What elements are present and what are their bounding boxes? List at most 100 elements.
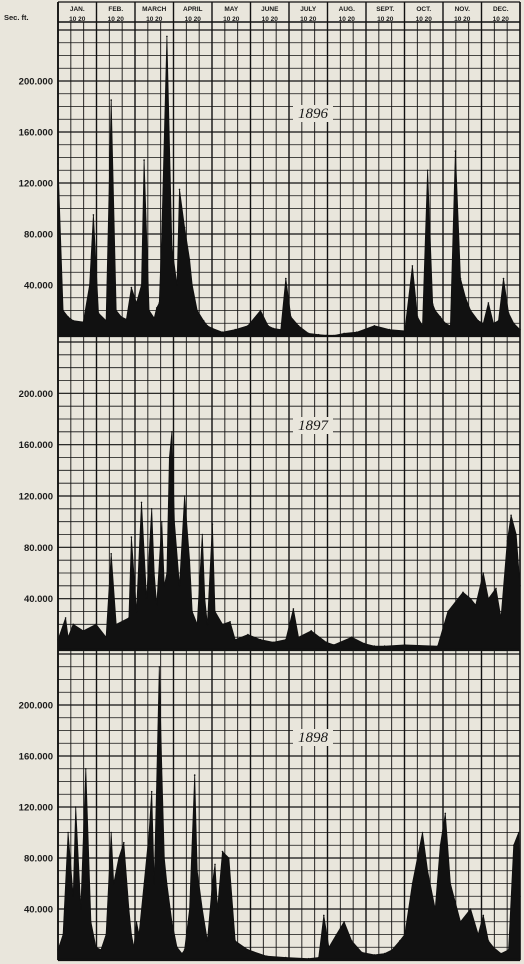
discharge-point-1898 (181, 952, 183, 955)
discharge-point-1896 (206, 325, 209, 327)
discharge-point-1896 (153, 317, 155, 319)
discharge-point-1898 (193, 774, 196, 776)
discharge-point-1898 (135, 921, 138, 923)
discharge-point-1897 (166, 572, 168, 574)
discharge-point-1896 (234, 328, 236, 331)
month-label-1: FEB. (108, 6, 123, 13)
discharge-point-1897 (150, 508, 153, 510)
discharge-point-1898 (128, 908, 130, 910)
discharge-point-1898 (133, 946, 135, 949)
discharge-point-1897 (333, 644, 335, 646)
discharge-point-1897 (110, 553, 112, 555)
discharge-point-1896 (171, 246, 173, 248)
discharge-point-1898 (201, 908, 204, 910)
discharge-point-1897 (64, 617, 67, 619)
discharge-point-1898 (85, 768, 87, 770)
month-day-ticks-9: 10 20 (416, 16, 433, 23)
discharge-point-1896 (105, 319, 107, 322)
discharge-point-1897 (487, 597, 490, 600)
y-tick-label-1897: 160.000 (19, 440, 53, 451)
discharge-point-1897 (462, 591, 464, 594)
discharge-point-1896 (221, 331, 224, 334)
discharge-point-1896 (343, 332, 345, 335)
discharge-point-1897 (221, 623, 224, 626)
discharge-point-1898 (444, 812, 447, 815)
discharge-point-1898 (166, 882, 168, 885)
discharge-point-1898 (74, 806, 77, 808)
discharge-point-1896 (110, 99, 112, 101)
discharge-point-1898 (62, 933, 64, 936)
discharge-point-1896 (477, 319, 480, 322)
discharge-point-1898 (343, 921, 345, 923)
discharge-point-1898 (517, 831, 520, 834)
discharge-point-1897 (259, 638, 262, 641)
y-tick-label-1897: 120.000 (19, 492, 53, 503)
discharge-point-1898 (285, 956, 287, 959)
discharge-point-1896 (454, 150, 457, 152)
discharge-point-1898 (80, 908, 82, 910)
discharge-point-1896 (492, 322, 495, 325)
discharge-point-1896 (497, 319, 500, 322)
discharge-point-1898 (161, 768, 163, 770)
discharge-point-1898 (221, 850, 224, 853)
month-label-5: JUNE (261, 6, 279, 13)
discharge-point-1898 (214, 863, 216, 866)
discharge-point-1897 (105, 636, 107, 638)
y-tick-label-1898: 40.000 (24, 905, 53, 916)
discharge-point-1896 (388, 328, 391, 331)
discharge-point-1896 (178, 188, 181, 191)
discharge-point-1896 (247, 325, 249, 327)
y-tick-label-1896: 120.000 (19, 179, 53, 190)
discharge-point-1898 (391, 949, 394, 951)
y-tick-label-1897: 40.000 (24, 594, 53, 605)
discharge-point-1898 (469, 908, 472, 910)
month-day-ticks-3: 10 20 (185, 16, 202, 23)
discharge-point-1898 (404, 933, 406, 936)
discharge-point-1896 (373, 325, 376, 327)
discharge-point-1898 (328, 946, 330, 949)
y-tick-label-1897: 200.000 (19, 389, 53, 400)
month-label-11: DEC. (493, 6, 509, 13)
discharge-point-1896 (62, 309, 64, 312)
month-day-ticks-7: 10 20 (339, 16, 356, 23)
discharge-point-1897 (247, 633, 249, 636)
discharge-point-1896 (267, 325, 269, 327)
year-label-backdrop-1898 (293, 729, 333, 746)
discharge-point-1897 (191, 610, 193, 613)
discharge-point-1897 (363, 642, 366, 645)
month-label-10: NOV. (455, 6, 470, 13)
discharge-point-1898 (350, 940, 353, 942)
discharge-point-1898 (323, 914, 325, 917)
discharge-point-1897 (163, 585, 166, 587)
discharge-point-1897 (67, 636, 69, 638)
discharge-point-1896 (404, 330, 406, 332)
discharge-point-1898 (512, 844, 515, 847)
discharge-point-1898 (266, 955, 268, 957)
discharge-point-1898 (123, 841, 125, 844)
month-label-9: OCT. (416, 6, 431, 13)
discharge-point-1897 (214, 610, 216, 613)
discharge-point-1896 (82, 321, 85, 323)
discharge-point-1898 (176, 946, 178, 949)
discharge-point-1896 (72, 319, 74, 322)
discharge-point-1896 (487, 302, 490, 304)
discharge-point-1896 (191, 284, 193, 286)
discharge-point-1898 (500, 952, 502, 955)
discharge-point-1897 (135, 610, 138, 613)
discharge-point-1896 (202, 319, 205, 322)
discharge-point-1896 (482, 322, 485, 325)
discharge-point-1896 (416, 316, 419, 318)
discharge-point-1896 (421, 325, 424, 327)
discharge-point-1896 (449, 325, 452, 327)
discharge-point-1898 (335, 933, 338, 936)
discharge-point-1896 (125, 318, 128, 321)
discharge-point-1897 (292, 608, 295, 610)
month-label-6: JULY (300, 6, 317, 13)
discharge-point-1896 (272, 327, 275, 330)
discharge-point-1898 (100, 949, 102, 951)
discharge-point-1897 (82, 630, 85, 632)
discharge-point-1897 (183, 495, 186, 497)
discharge-point-1898 (317, 956, 320, 959)
discharge-point-1897 (173, 520, 176, 523)
discharge-point-1898 (234, 940, 236, 942)
